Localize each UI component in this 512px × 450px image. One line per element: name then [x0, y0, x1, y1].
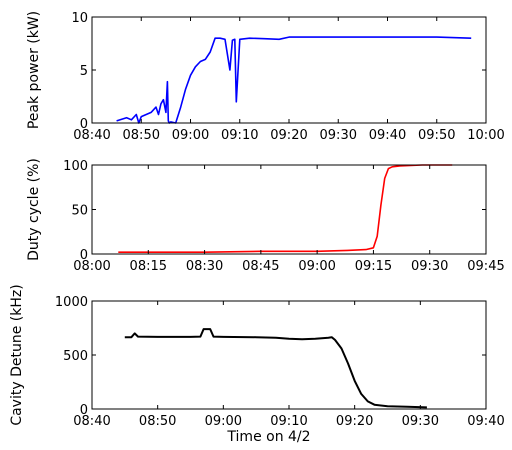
duty-cycle-y-axis-label: Duty cycle (%)	[26, 158, 42, 261]
cavity-detune-y-tick-label: 500	[63, 349, 88, 364]
peak-power-x-tick-label: 09:50	[418, 128, 455, 143]
peak-power-panel: 08:40 08:50 09:00 09:10 09:20 09:30 09:40 09:50…	[26, 11, 505, 143]
cavity-detune-series-line	[124, 328, 427, 409]
peak-power-axes-frame	[91, 16, 487, 124]
duty-cycle-series-line	[118, 164, 453, 253]
cavity-detune-y-tick-label: 0	[80, 403, 88, 418]
duty-cycle-x-tick-label: 08:00	[73, 259, 110, 274]
peak-power-series-line	[116, 36, 472, 124]
duty-cycle-x-tick-label: 08:15	[130, 259, 167, 274]
duty-cycle-x-tick-label: 09:45	[467, 259, 504, 274]
cavity-detune-x-tick-label: 08:50	[139, 414, 176, 429]
cavity-detune-x-tick-label: 09:30	[402, 414, 439, 429]
cavity-detune-x-tick-label: 09:20	[336, 414, 373, 429]
duty-cycle-axes-frame	[91, 164, 487, 255]
peak-power-x-tick-label: 09:20	[270, 128, 307, 143]
peak-power-x-tick-label: 09:30	[320, 128, 357, 143]
duty-cycle-x-tick-label: 08:45	[242, 259, 279, 274]
cavity-detune-x-tick-label: 09:10	[270, 414, 307, 429]
cavity-detune-x-tick-label: 09:00	[205, 414, 242, 429]
duty-cycle-y-tick-label: 0	[80, 248, 88, 263]
peak-power-y-tick-label: 0	[80, 117, 88, 132]
duty-cycle-y-tick-label: 50	[71, 204, 88, 219]
cavity-detune-y-axis-label: Cavity Detune (kHz)	[9, 284, 25, 425]
duty-cycle-x-tick-label: 08:30	[186, 259, 223, 274]
cavity-detune-x-tick-label: 08:40	[73, 414, 110, 429]
duty-cycle-x-tick-label: 09:30	[411, 259, 448, 274]
duty-cycle-y-tick-label: 100	[63, 159, 88, 174]
duty-cycle-panel: 08:00 08:15 08:30 08:45 09:00 09:15 09:30 09:45…	[26, 158, 505, 274]
peak-power-x-tick-label: 08:50	[123, 128, 160, 143]
cavity-detune-x-tick-label: 09:40	[467, 414, 504, 429]
peak-power-x-tick-label: 09:10	[221, 128, 258, 143]
peak-power-y-axis-label: Peak power (kW)	[26, 11, 42, 129]
peak-power-y-tick-label: 10	[71, 11, 88, 26]
peak-power-x-tick-label: 08:40	[73, 128, 110, 143]
cavity-detune-panel: 08:40 08:50 09:00 09:10 09:20 09:30 09:40 0 500 1…	[9, 284, 505, 445]
duty-cycle-x-tick-label: 09:00	[298, 259, 335, 274]
cavity-detune-axes-frame	[91, 300, 487, 410]
peak-power-x-tick-label: 09:00	[172, 128, 209, 143]
cavity-detune-y-tick-label: 1000	[55, 295, 88, 310]
peak-power-x-tick-label: 10:00	[467, 128, 504, 143]
peak-power-x-tick-label: 09:40	[369, 128, 406, 143]
cavity-detune-x-axis-label: Time on 4/2	[226, 429, 310, 445]
duty-cycle-x-tick-label: 09:15	[355, 259, 392, 274]
peak-power-y-tick-label: 5	[80, 64, 88, 79]
